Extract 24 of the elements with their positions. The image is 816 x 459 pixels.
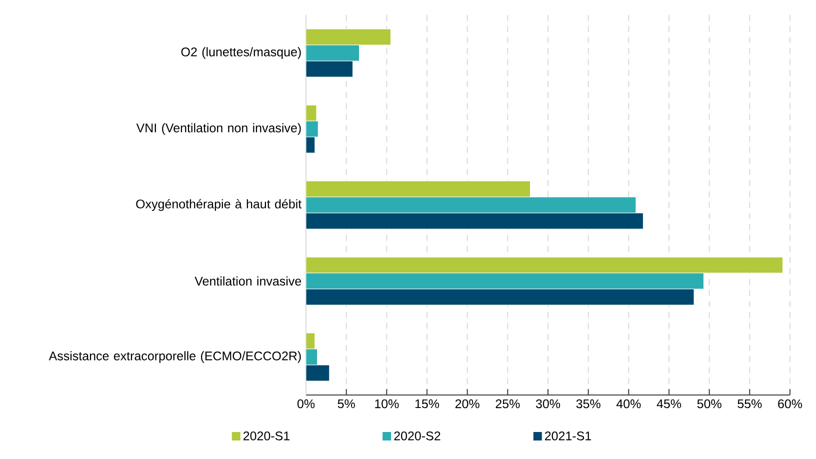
bar: [306, 180, 531, 198]
bar: [306, 256, 783, 274]
x-tick-label: 20%: [455, 399, 480, 408]
legend-label: 2021-S1: [544, 432, 591, 440]
y-tick-label: Assistance extracorporelle (ECMO/ECCO2R): [48, 351, 301, 363]
x-tick-label: 45%: [656, 399, 682, 408]
bar: [306, 28, 391, 46]
x-tick-label: 0%: [297, 399, 315, 408]
x-tick-label: 25%: [496, 399, 520, 408]
x-tick-label: 55%: [738, 399, 762, 408]
legend-label: 2020-S1: [243, 432, 290, 440]
x-tick-label: 40%: [616, 399, 641, 408]
x-tick-label: 5%: [338, 399, 355, 408]
x-tick-label: 50%: [697, 399, 722, 408]
x-tick-label: 10%: [375, 399, 399, 408]
y-tick-label: Oxygénothérapie à haut débit: [136, 199, 302, 211]
y-tick-label: Ventilation invasive: [194, 276, 302, 286]
y-tick-label: VNI (Ventilation non invasive): [136, 123, 301, 135]
x-tick-label: 15%: [415, 399, 440, 408]
y-tick-label: O2 (lunettes/masque): [181, 47, 301, 59]
x-tick-label: 60%: [778, 399, 802, 408]
legend-label: 2020-S2: [394, 432, 440, 440]
x-tick-label: 35%: [576, 399, 600, 408]
x-tick-label: 30%: [536, 399, 560, 408]
